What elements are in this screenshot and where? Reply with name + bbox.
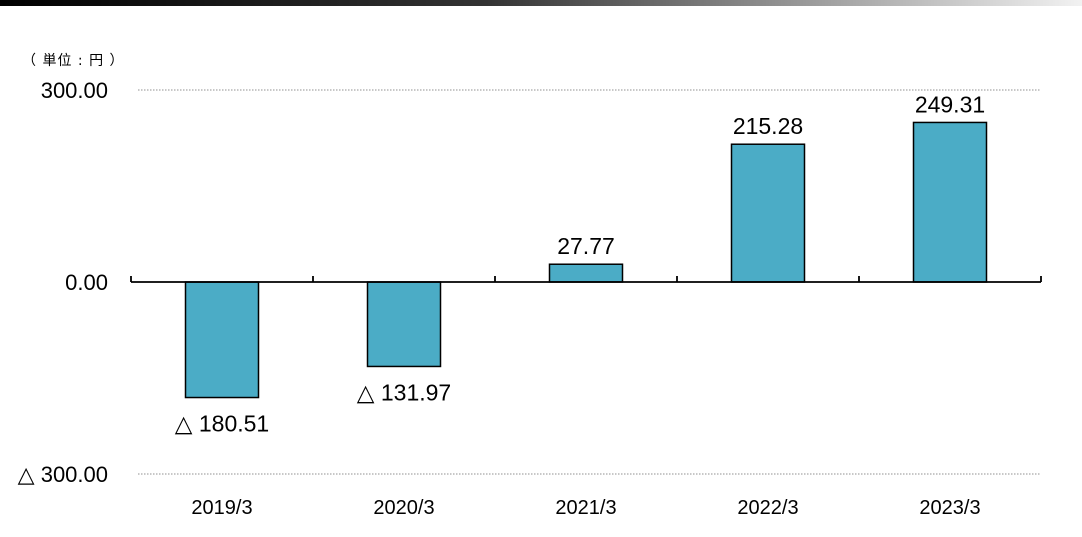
x-axis bbox=[130, 276, 1042, 283]
x-tick-label: 2021/3 bbox=[555, 497, 616, 519]
grid-lines bbox=[138, 89, 1041, 475]
bars bbox=[184, 121, 988, 399]
bar bbox=[548, 263, 624, 283]
bar bbox=[912, 121, 988, 283]
x-tick-label: 2019/3 bbox=[191, 497, 252, 519]
x-tick-label: 2022/3 bbox=[737, 497, 798, 519]
data-label: △ 180.51 bbox=[175, 411, 269, 437]
data-label: 249.31 bbox=[915, 91, 985, 117]
y-tick-label: 0.00 bbox=[65, 270, 108, 295]
bar bbox=[184, 281, 260, 399]
data-label: △ 131.97 bbox=[357, 379, 451, 405]
bar bbox=[366, 281, 442, 368]
y-tick-label: 300.00 bbox=[41, 78, 108, 103]
labels: 300.00 0.00 △ 300.00 2019/3 2020/3 2021/3 2022… bbox=[18, 78, 986, 519]
data-label: 215.28 bbox=[733, 113, 803, 139]
data-label: 27.77 bbox=[557, 233, 615, 259]
x-tick-label: 2020/3 bbox=[373, 497, 434, 519]
y-tick-label: △ 300.00 bbox=[18, 462, 108, 487]
unit-label: （ 単位 : 円 ） bbox=[22, 53, 125, 69]
top-gradient-bar bbox=[0, 0, 1082, 6]
bar bbox=[730, 143, 806, 283]
x-tick-label: 2023/3 bbox=[919, 497, 980, 519]
